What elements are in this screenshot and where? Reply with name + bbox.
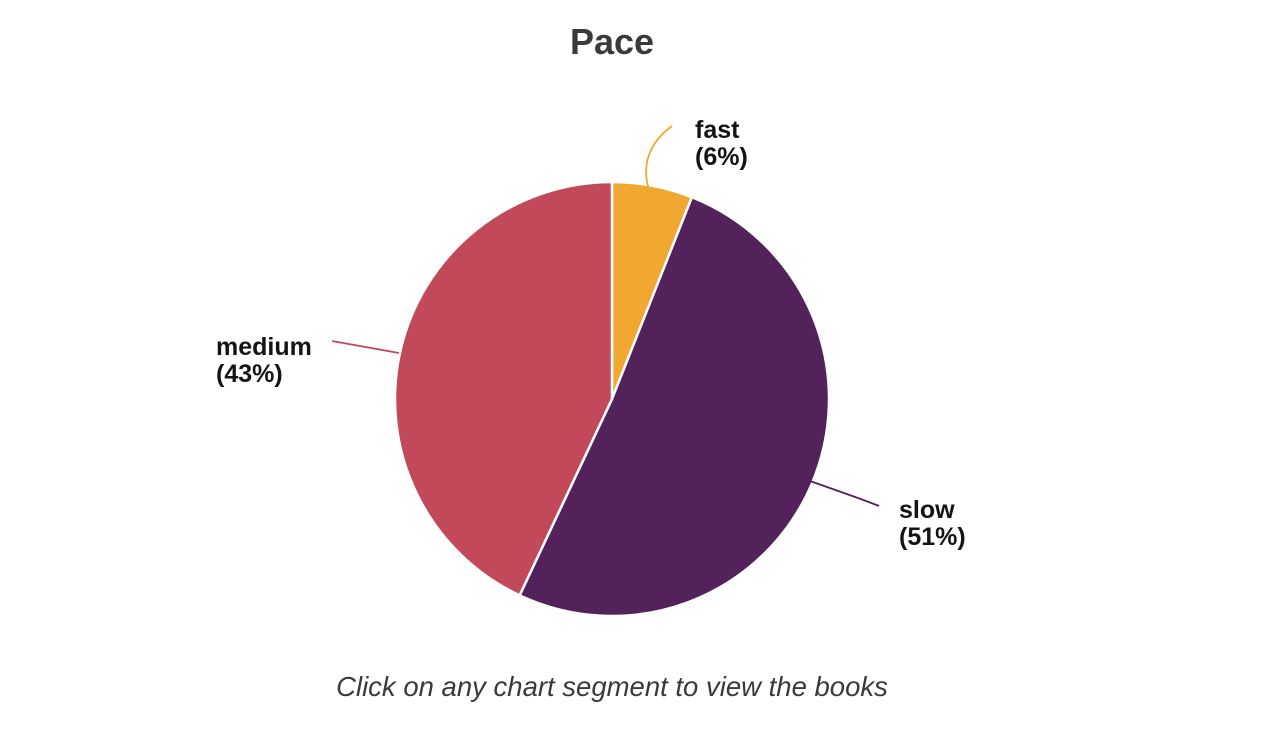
svg-text:(51%): (51%)	[899, 523, 966, 551]
svg-text:fast: fast	[695, 116, 740, 144]
svg-text:(43%): (43%)	[216, 360, 283, 388]
svg-text:medium: medium	[216, 333, 312, 361]
svg-text:slow: slow	[899, 496, 955, 524]
svg-text:(6%): (6%)	[695, 143, 748, 171]
